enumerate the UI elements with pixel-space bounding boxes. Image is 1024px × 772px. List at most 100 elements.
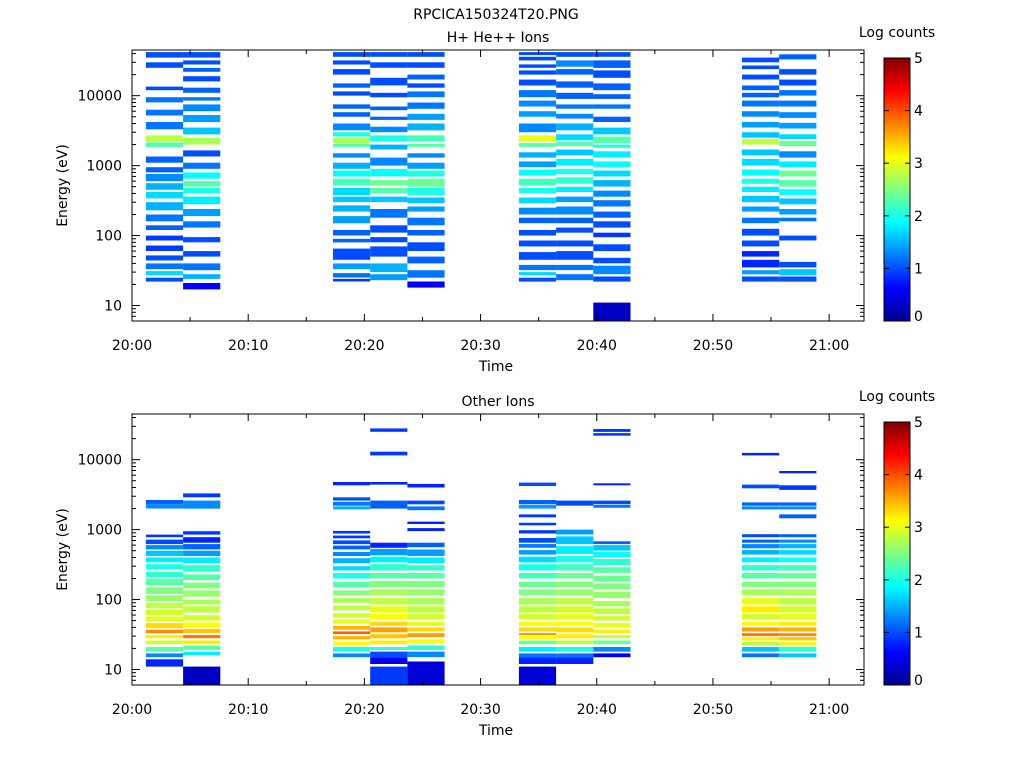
colorbar-tick-label: 5	[914, 51, 923, 67]
heatmap-cell	[742, 92, 780, 98]
heatmap-cell	[742, 621, 780, 626]
heatmap-cell	[556, 104, 594, 109]
heatmap-cell	[593, 200, 631, 207]
time-column	[779, 54, 817, 282]
heatmap-cell	[370, 237, 408, 243]
heatmap-cell	[407, 589, 445, 596]
heatmap-cell	[370, 168, 408, 177]
heatmap-cell	[145, 629, 184, 634]
colorbar-tick-label: 2	[914, 209, 923, 225]
heatmap-cell	[779, 90, 817, 96]
heatmap-cell	[183, 162, 221, 169]
heatmap-cell	[556, 113, 594, 119]
heatmap-cell	[407, 621, 445, 626]
heatmap-cell	[333, 647, 371, 652]
heatmap-cell	[333, 238, 371, 243]
heatmap-cell	[742, 614, 780, 620]
heatmap-cell	[333, 123, 371, 131]
heatmap-cell	[333, 273, 371, 278]
heatmap-cell	[742, 502, 780, 506]
heatmap-cell	[518, 123, 557, 133]
heatmap-cell	[518, 197, 557, 204]
colorbar-tick-label: 0	[914, 309, 923, 325]
colorbar	[883, 421, 911, 686]
heatmap-cell	[370, 196, 408, 203]
heatmap-cell	[333, 91, 371, 96]
heatmap-cell	[145, 255, 184, 261]
heatmap-cell	[183, 67, 221, 72]
heatmap-cell	[593, 190, 631, 197]
heatmap-cell	[742, 589, 780, 596]
heatmap-cell	[145, 271, 184, 276]
heatmap-cell	[742, 178, 780, 184]
heatmap-cell	[183, 263, 221, 271]
heatmap-cell	[370, 106, 408, 111]
heatmap-cell	[779, 614, 817, 620]
heatmap-cell	[518, 666, 557, 685]
heatmap-cell	[333, 278, 371, 282]
heatmap-cell	[518, 143, 557, 147]
heatmap-cell	[518, 653, 557, 658]
heatmap-cells	[145, 428, 817, 685]
heatmap-cell	[407, 230, 445, 236]
heatmap-cell	[518, 614, 557, 620]
heatmap-cell	[333, 482, 371, 486]
heatmap-cells	[145, 52, 817, 321]
heatmap-cell	[779, 261, 817, 268]
heatmap-cell	[183, 666, 221, 685]
heatmap-cell	[183, 137, 221, 145]
time-column	[556, 52, 594, 281]
y-tick-label: 1000	[86, 159, 122, 175]
heatmap-cell	[407, 242, 445, 251]
heatmap-cell	[333, 551, 371, 556]
heatmap-cell	[556, 529, 594, 535]
time-column	[593, 52, 631, 321]
heatmap-cell	[370, 657, 408, 664]
heatmap-cell	[556, 556, 594, 563]
heatmap-cell	[593, 559, 631, 566]
heatmap-cell	[518, 581, 557, 588]
heatmap-cell	[518, 207, 557, 215]
heatmap-cell	[518, 621, 557, 626]
heatmap-cell	[333, 625, 371, 630]
heatmap-cell	[593, 500, 631, 505]
heatmap-cell	[407, 633, 445, 638]
heatmap-cell	[145, 504, 184, 509]
heatmap-cell	[742, 647, 780, 652]
heatmap-cell	[593, 541, 631, 545]
heatmap-cell	[779, 606, 817, 613]
heatmap-cell	[333, 69, 371, 75]
heatmap-cell	[333, 545, 371, 550]
heatmap-cell	[333, 558, 371, 564]
x-axis-label: Time	[478, 359, 513, 375]
heatmap-cell	[593, 640, 631, 645]
heatmap-cell	[593, 136, 631, 144]
heatmap-cell	[593, 567, 631, 573]
colorbar-tick-label: 4	[914, 104, 923, 120]
heatmap-cell	[593, 257, 631, 264]
heatmap-cell	[556, 606, 594, 613]
panel-h-he-ions: 20:00 20:10 20:20 20:30 20:40 20:50 21:0010100…	[55, 25, 935, 375]
heatmap-cell	[183, 651, 221, 656]
heatmap-cell	[145, 263, 184, 270]
heatmap-cell	[145, 653, 184, 658]
time-column	[370, 428, 408, 685]
heatmap-cell	[407, 506, 445, 511]
heatmap-cell	[742, 452, 780, 456]
heatmap-cell	[183, 187, 221, 194]
heatmap-cell	[518, 500, 557, 505]
heatmap-cell	[333, 112, 371, 117]
heatmap-cell	[779, 100, 817, 107]
heatmap-cell	[145, 557, 184, 563]
heatmap-cell	[333, 216, 371, 224]
plot-frame	[131, 49, 865, 322]
heatmap-cell	[742, 251, 780, 257]
x-tick-label: 20:10	[228, 702, 268, 718]
heatmap-cell	[145, 62, 184, 68]
heatmap-cell	[333, 636, 371, 640]
heatmap-cell	[407, 661, 445, 685]
heatmap-cell	[742, 606, 780, 613]
heatmap-cell	[370, 135, 408, 142]
heatmap-cell	[779, 633, 817, 637]
heatmap-cell	[518, 178, 557, 186]
